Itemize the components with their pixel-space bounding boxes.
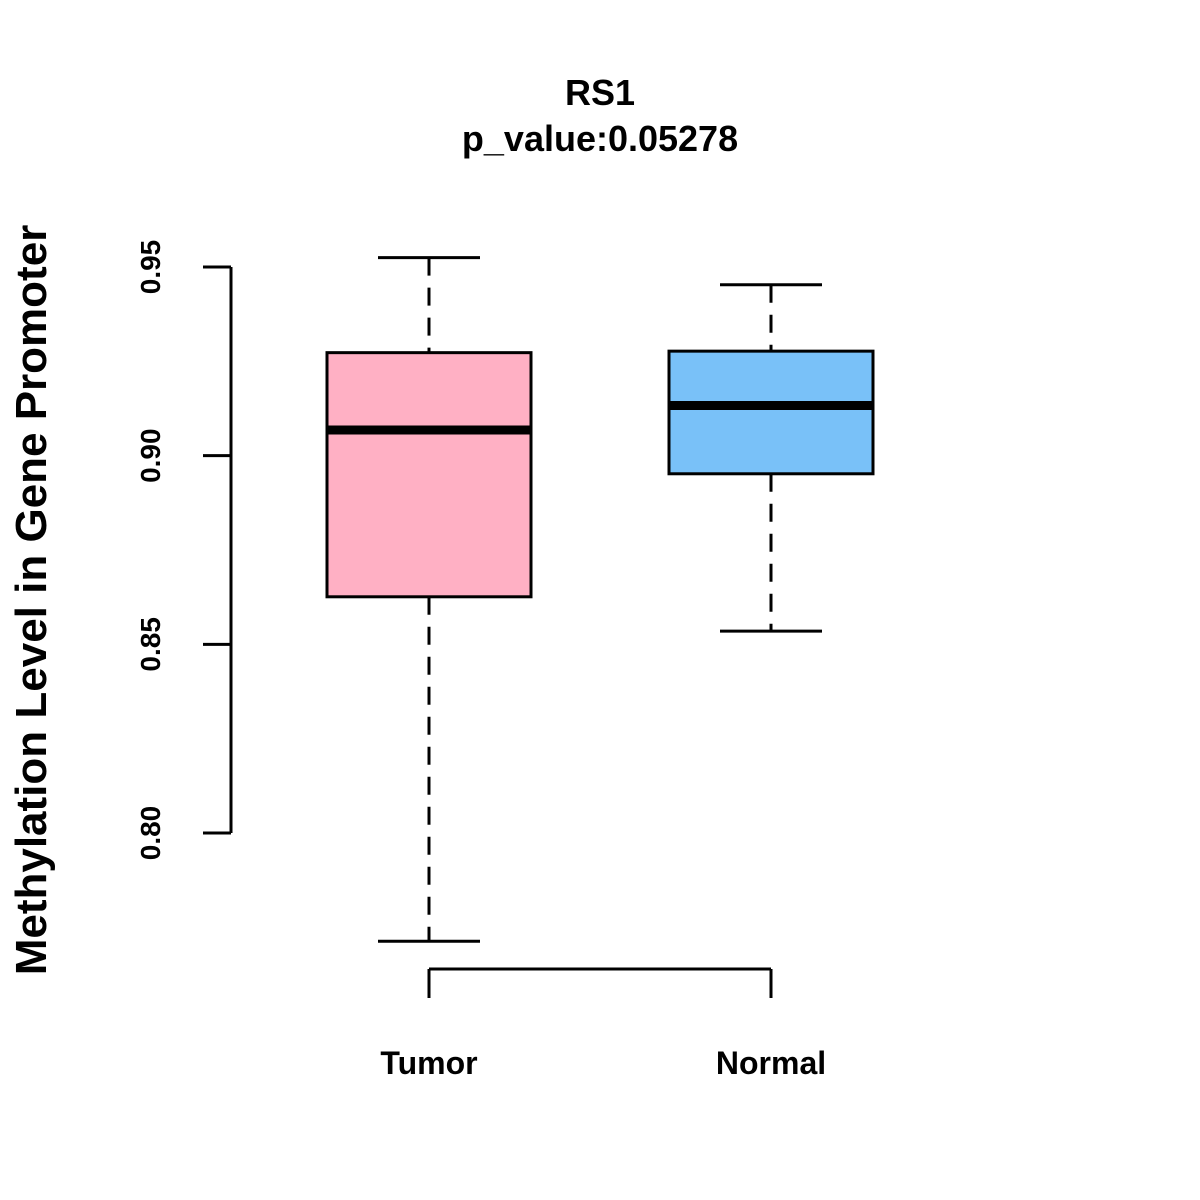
x-tick-label-tumor: Tumor xyxy=(380,1045,477,1081)
x-axis: Tumor Normal xyxy=(380,967,826,1081)
y-tick-label: 0.80 xyxy=(135,806,166,861)
chart-title: RS1 xyxy=(565,72,635,113)
iqr-box xyxy=(667,349,875,476)
box-normal xyxy=(667,283,875,633)
y-axis: 0.80 0.85 0.90 0.95 xyxy=(135,240,233,861)
y-tick-label: 0.95 xyxy=(135,240,166,295)
y-tick-label: 0.85 xyxy=(135,617,166,672)
chart-subtitle: p_value:0.05278 xyxy=(462,118,738,159)
box-tumor xyxy=(325,256,533,943)
y-tick-label: 0.90 xyxy=(135,428,166,483)
x-tick-label-normal: Normal xyxy=(716,1045,826,1081)
y-axis-label: Methylation Level in Gene Promoter xyxy=(7,225,56,976)
iqr-box xyxy=(325,351,533,599)
boxes-group xyxy=(325,256,875,943)
